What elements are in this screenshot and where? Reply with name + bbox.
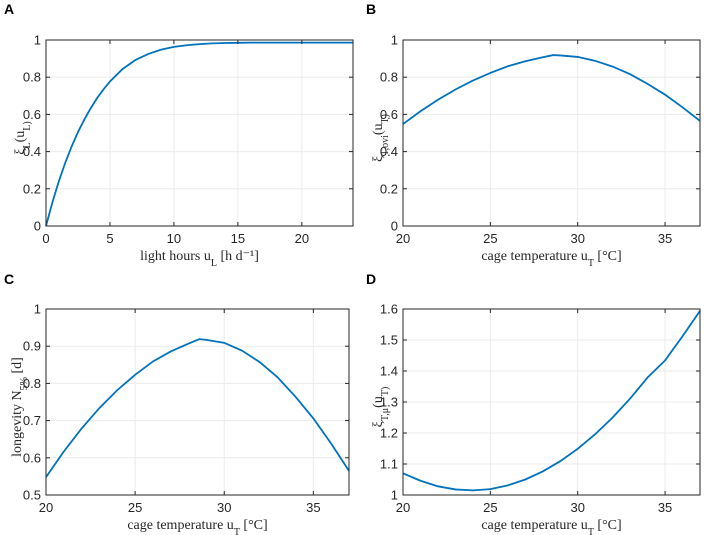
y-tick-label: 0.2 <box>380 181 398 196</box>
y-tick-label: 1 <box>391 33 398 48</box>
y-tick-label: 0.4 <box>23 144 41 159</box>
x-tick-label: 15 <box>231 231 245 246</box>
axes-box <box>45 39 354 227</box>
x-tick-label: 30 <box>570 500 584 515</box>
y-tick-label: 1.3 <box>380 395 398 410</box>
x-tick-label: 10 <box>167 231 181 246</box>
y-axis-label: ξL(uL) <box>13 121 33 154</box>
y-tick-label: 0.8 <box>23 70 41 85</box>
x-tick-label: 20 <box>396 231 410 246</box>
y-tick-label: 0.7 <box>23 413 41 428</box>
panel-c: C 20 25 30 35 0.5 0.6 0.7 0.8 0.9 1 cage temperatu… <box>4 271 350 535</box>
panel-letter-d: D <box>366 271 376 287</box>
y-tick-label: 0.9 <box>23 339 41 354</box>
axes-box <box>45 308 350 496</box>
panel-a: A 0 5 10 15 20 0 0.2 0.4 0.6 0.8 1 light hours uL [… <box>4 1 354 269</box>
x-tick-label: 5 <box>106 231 113 246</box>
x-tick-label: 20 <box>396 500 410 515</box>
panel-letter-a: A <box>4 1 14 17</box>
axes-box <box>402 39 701 227</box>
y-tick-label: 0.6 <box>380 107 398 122</box>
y-tick-label: 1.6 <box>380 302 398 317</box>
y-tick-label: 0.6 <box>23 450 41 465</box>
x-axis-label: light hours uL [h d⁻¹] <box>140 249 259 269</box>
series-line-longevity <box>45 338 350 478</box>
x-axis-label: cage temperature uT [°C] <box>481 518 621 535</box>
y-tick-label: 0.2 <box>23 181 41 196</box>
y-tick-label: 0.8 <box>23 376 41 391</box>
y-tick-label: 0 <box>391 219 398 234</box>
y-tick-label: 1.4 <box>380 364 398 379</box>
y-tick-label: 1 <box>34 302 41 317</box>
panel-letter-b: B <box>366 1 376 17</box>
x-tick-label: 35 <box>658 231 672 246</box>
y-tick-label: 0.6 <box>23 107 41 122</box>
y-axis-label: ξT,μ(uT) <box>371 387 391 428</box>
x-tick-label: 35 <box>658 500 672 515</box>
y-tick-label: 1 <box>34 33 41 48</box>
y-tick-label: 1.5 <box>380 333 398 348</box>
series-line-xi_T_ovi <box>402 54 701 125</box>
y-tick-label: 0 <box>34 219 41 234</box>
y-tick-label: 1.2 <box>380 426 398 441</box>
series-line-xi_L <box>45 41 353 227</box>
x-tick-label: 0 <box>42 231 49 246</box>
panel-letter-c: C <box>4 271 14 287</box>
y-tick-label: 1.1 <box>380 457 398 472</box>
x-tick-label: 20 <box>295 231 309 246</box>
y-tick-label: 1 <box>391 488 398 503</box>
x-tick-label: 20 <box>39 500 53 515</box>
panel-b: B 20 25 30 35 0 0.2 0.4 0.6 0.8 1 cage temperature… <box>366 1 701 269</box>
x-tick-label: 25 <box>483 500 497 515</box>
y-tick-label: 0.4 <box>380 144 398 159</box>
y-tick-label: 0.8 <box>380 70 398 85</box>
x-tick-label: 30 <box>217 500 231 515</box>
x-tick-label: 25 <box>128 500 142 515</box>
x-tick-label: 30 <box>570 231 584 246</box>
y-axis-label: ξT,ovi(uT) <box>371 114 391 162</box>
series-line-xi_T_mu <box>402 310 701 492</box>
y-axis-label: longevity N5% [d] <box>10 357 30 457</box>
x-tick-label: 25 <box>483 231 497 246</box>
x-axis-label: cage temperature uT [°C] <box>127 518 267 535</box>
panel-d: D 20 25 30 35 1 1.1 1.2 1.3 1.4 1.5 1.6 cage temper… <box>366 271 701 535</box>
y-tick-label: 0.5 <box>23 488 41 503</box>
x-tick-label: 35 <box>306 500 320 515</box>
x-axis-label: cage temperature uT [°C] <box>481 249 621 269</box>
